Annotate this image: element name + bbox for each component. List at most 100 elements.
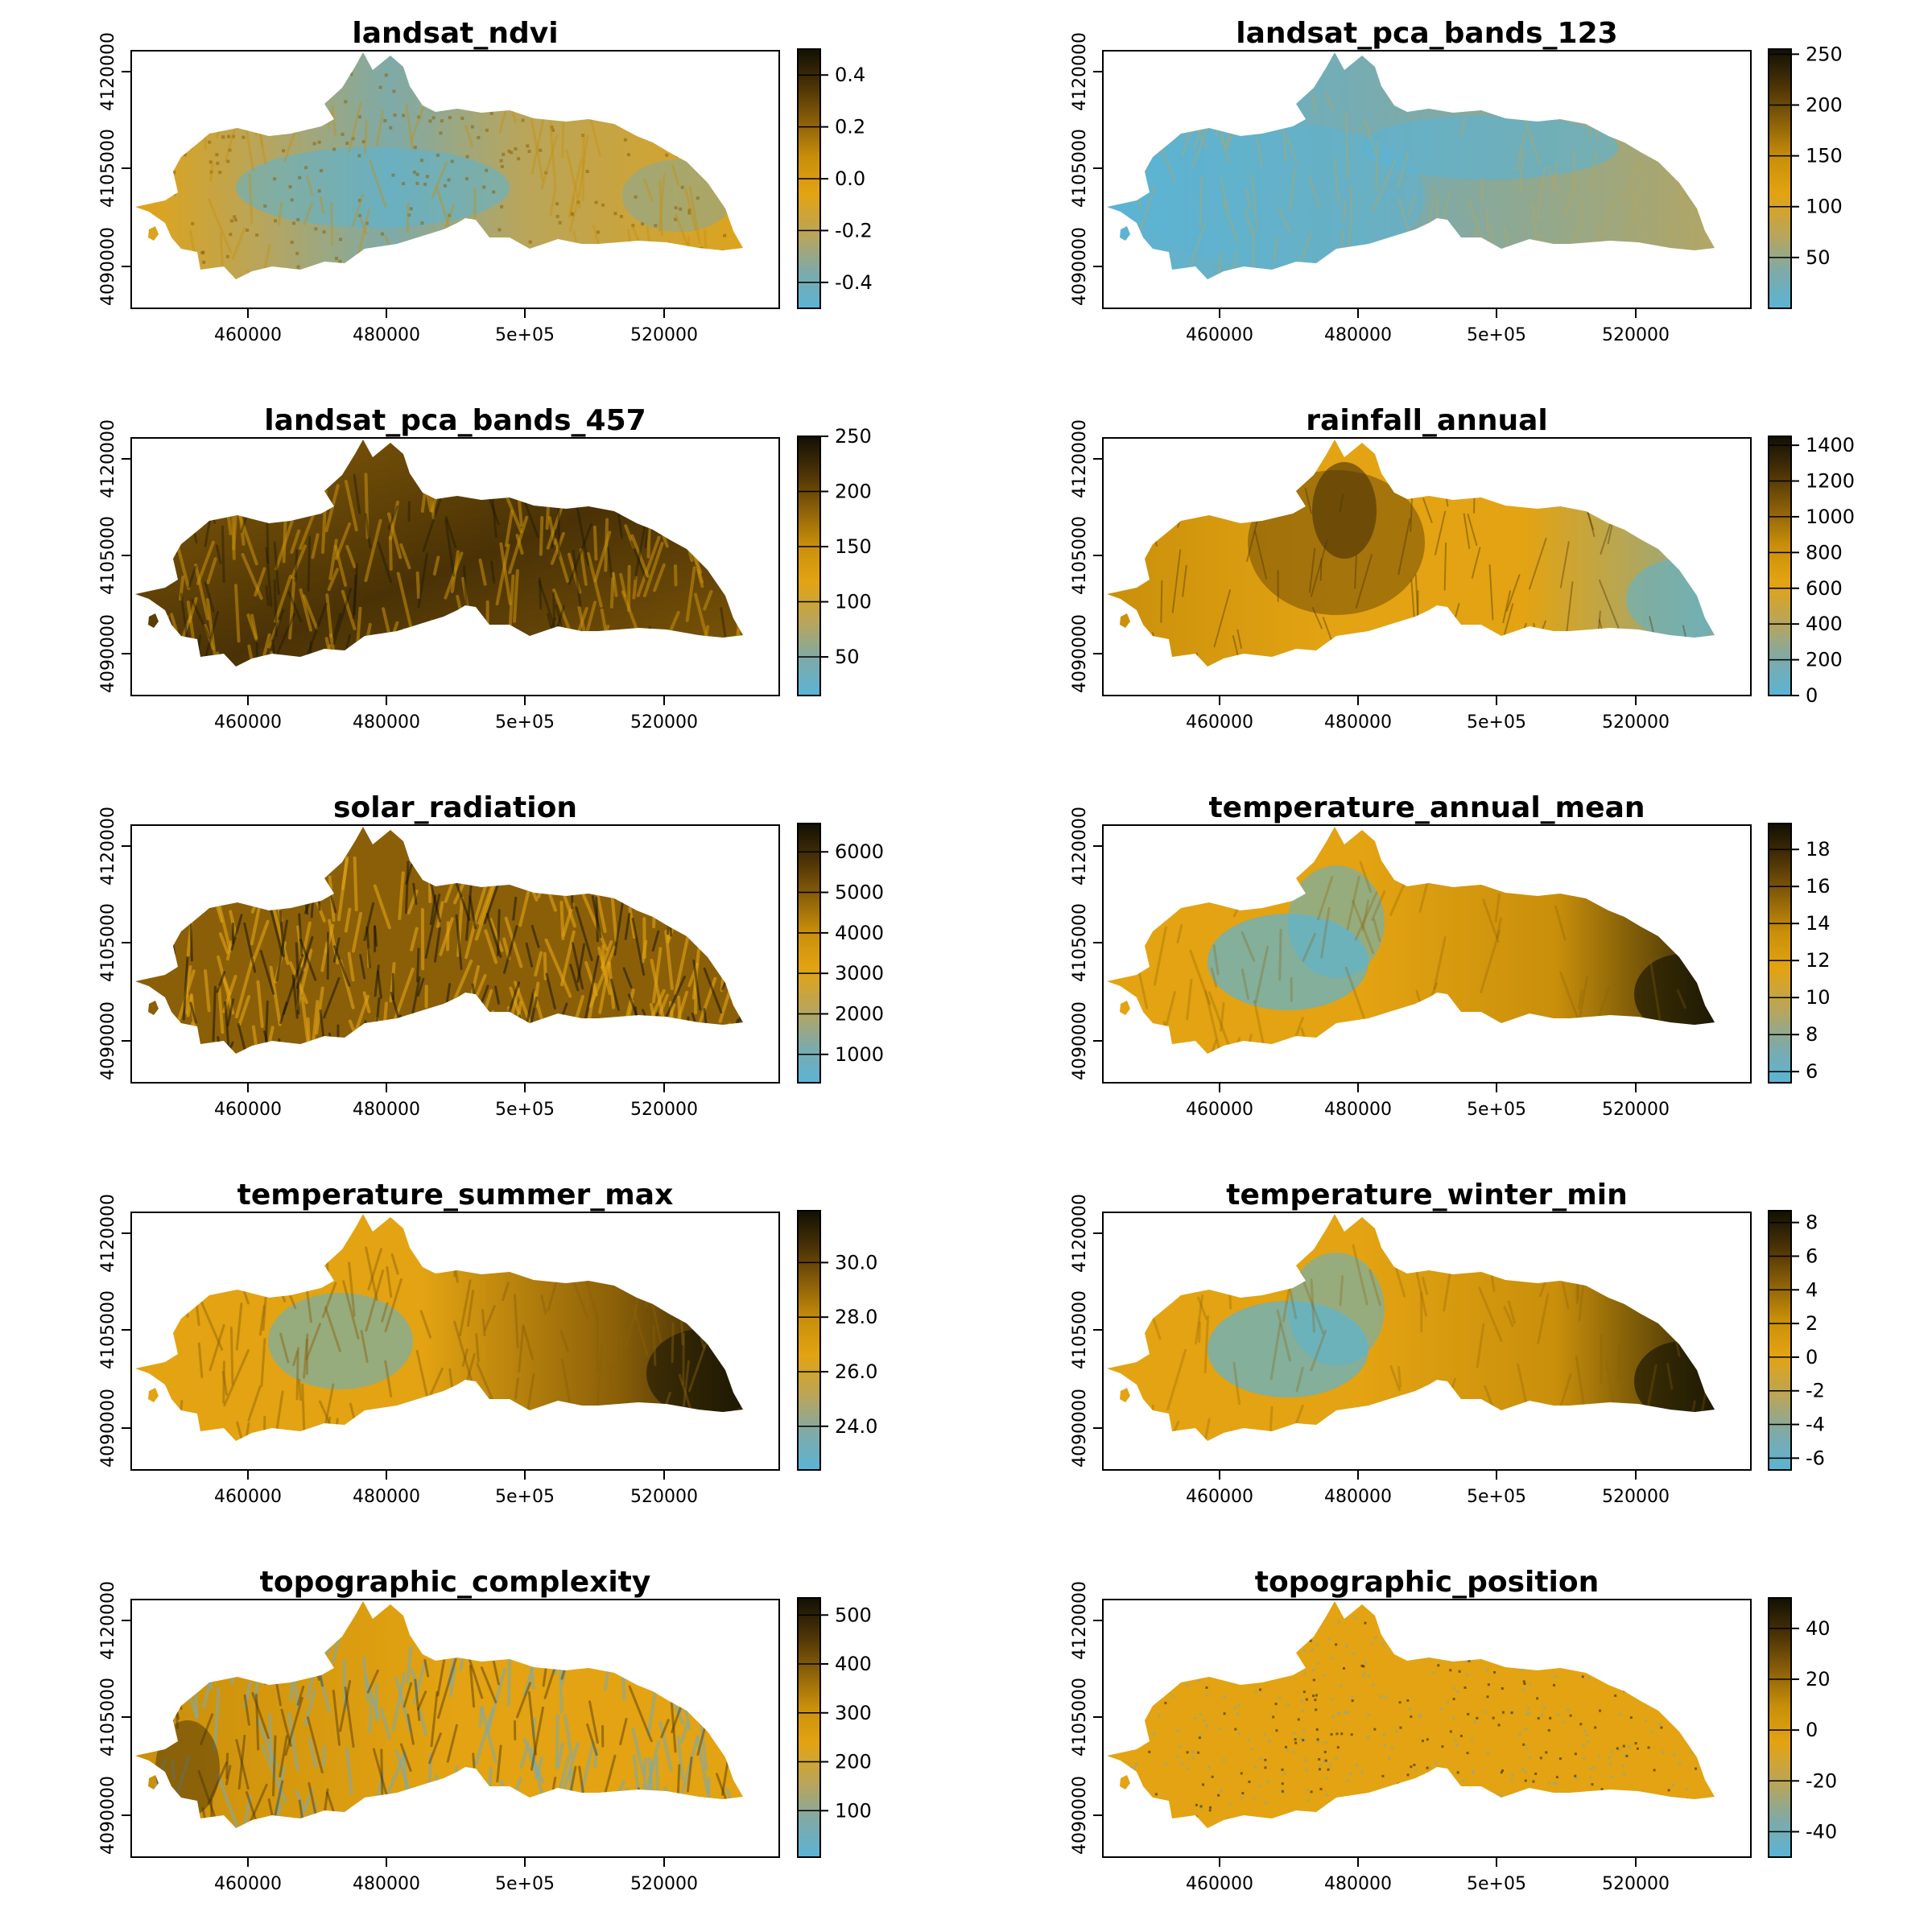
- x-tick-label: 520000: [630, 1100, 698, 1120]
- legend-tick-label: 0.4: [835, 64, 865, 86]
- legend-tick-label: 2: [1806, 1312, 1818, 1335]
- legend-tick-label: 1000: [1806, 506, 1855, 528]
- panel-title: temperature_summer_max: [237, 1179, 674, 1212]
- x-tick-label: 460000: [1186, 1874, 1253, 1894]
- x-tick-label: 5e+05: [1467, 712, 1526, 733]
- x-tick-label: 480000: [1324, 1487, 1392, 1507]
- legend-tick-label: 100: [1806, 196, 1843, 218]
- y-tick-label: 4120000: [98, 807, 118, 886]
- y-tick-label: 4105000: [98, 129, 118, 208]
- plot-frame: [1102, 1212, 1752, 1471]
- y-tick-label: 4105000: [98, 903, 118, 982]
- plot-frame: [130, 437, 780, 696]
- y-tick-label: 4120000: [98, 1194, 118, 1273]
- panel-landsat-pca-bands-123: landsat_pca_bands_123 460000 480000 5e+05 52…: [1070, 17, 1843, 345]
- colorbar-ramp: [1768, 1210, 1792, 1471]
- legend-colorbar: 30.0 28.0 26.0 24.0: [797, 1210, 877, 1471]
- legend-tick-label: 200: [835, 481, 872, 503]
- x-tick-label: 480000: [353, 1100, 420, 1120]
- x-tick-label: 460000: [214, 1874, 282, 1894]
- colorbar-ramp: [1768, 48, 1792, 309]
- raster-map: [135, 440, 743, 667]
- panel-title: landsat_pca_bands_457: [264, 404, 646, 437]
- legend-tick-label: 20: [1806, 1668, 1831, 1690]
- panel-title: topographic_position: [1255, 1566, 1600, 1599]
- raster-map: [1107, 827, 1715, 1054]
- y-tick-label: 4120000: [1070, 32, 1090, 111]
- x-tick-label: 460000: [214, 325, 282, 345]
- y-tick-label: 4120000: [1070, 1194, 1090, 1273]
- legend-tick-label: 0: [1806, 684, 1818, 707]
- legend-tick-label: 250: [835, 425, 872, 448]
- y-tick-label: 4120000: [1070, 419, 1090, 498]
- x-tick-label: 5e+05: [495, 325, 555, 345]
- legend-tick-label: 1000: [835, 1043, 884, 1066]
- y-tick-label: 4090000: [1070, 614, 1090, 693]
- legend-tick-label: 100: [835, 591, 872, 613]
- x-tick-label: 460000: [1186, 1100, 1253, 1120]
- raster-map: [1107, 440, 1715, 667]
- x-tick-label: 5e+05: [495, 1874, 555, 1894]
- x-tick-label: 5e+05: [1467, 325, 1526, 345]
- panel-topographic-complexity: topographic_complexity 460000 480000 5e+05 5…: [98, 1566, 872, 1894]
- legend-tick-label: 600: [1806, 577, 1843, 600]
- legend-tick-label: -40: [1806, 1820, 1837, 1843]
- raster-map: [135, 1601, 743, 1828]
- plot-frame: [130, 824, 780, 1084]
- legend-tick-label: 6: [1806, 1060, 1818, 1083]
- legend-tick-label: 800: [1806, 541, 1843, 564]
- x-tick-label: 460000: [214, 1100, 282, 1120]
- plot-frame: [1102, 50, 1752, 309]
- x-tick-label: 520000: [630, 712, 698, 733]
- x-tick-label: 480000: [353, 1487, 420, 1507]
- y-tick-label: 4120000: [1070, 807, 1090, 886]
- x-tick-label: 460000: [1186, 1487, 1253, 1507]
- legend-tick-label: 8: [1806, 1023, 1818, 1046]
- colorbar-ramp: [1768, 436, 1792, 696]
- legend-tick-label: 150: [835, 535, 872, 558]
- raster-map: [1107, 1601, 1715, 1828]
- legend-tick-label: 24.0: [835, 1415, 877, 1438]
- legend-tick-label: 6000: [835, 840, 884, 863]
- legend-tick-label: 500: [835, 1604, 872, 1626]
- plot-frame: [130, 50, 780, 309]
- legend-tick-label: 1200: [1806, 470, 1855, 493]
- x-tick-label: 460000: [214, 1487, 282, 1507]
- legend-colorbar: 8 6 4 2 0 -2 -4 -6: [1768, 1210, 1825, 1471]
- y-tick-label: 4120000: [1070, 1581, 1090, 1660]
- panel-title: landsat_pca_bands_123: [1236, 17, 1617, 50]
- legend-tick-label: 50: [1806, 246, 1831, 269]
- x-tick-label: 520000: [1602, 1487, 1670, 1507]
- x-tick-label: 460000: [214, 712, 282, 733]
- x-tick-label: 480000: [353, 325, 420, 345]
- raster-map: [135, 1214, 743, 1441]
- x-tick-label: 5e+05: [1467, 1100, 1526, 1120]
- x-tick-label: 480000: [1324, 712, 1392, 733]
- colorbar-ramp: [1768, 1597, 1792, 1858]
- y-tick-label: 4105000: [98, 1678, 118, 1757]
- x-tick-label: 520000: [1602, 325, 1670, 345]
- panel-rainfall-annual: rainfall_annual 460000 480000 5e+05 520000 40…: [1070, 404, 1855, 733]
- legend-tick-label: 30.0: [835, 1251, 877, 1274]
- y-tick-label: 4090000: [1070, 1389, 1090, 1468]
- plot-frame: [1102, 1599, 1752, 1858]
- legend-tick-label: 200: [835, 1751, 872, 1773]
- x-tick-label: 520000: [630, 1874, 698, 1894]
- panel-title: topographic_complexity: [260, 1566, 651, 1599]
- y-tick-label: 4090000: [1070, 1001, 1090, 1080]
- legend-tick-label: 250: [1806, 43, 1843, 65]
- y-tick-label: 4105000: [98, 516, 118, 595]
- legend-tick-label: 2000: [835, 1002, 884, 1025]
- legend-tick-label: 6: [1806, 1245, 1818, 1267]
- colorbar-ramp: [797, 1597, 821, 1858]
- panel-title: temperature_annual_mean: [1208, 791, 1645, 824]
- raster-map: [135, 827, 743, 1054]
- y-tick-label: 4090000: [98, 1776, 118, 1855]
- x-tick-label: 520000: [630, 1487, 698, 1507]
- legend-tick-label: 300: [835, 1702, 872, 1724]
- legend-colorbar: 6000 5000 4000 3000 2000 1000: [797, 823, 884, 1084]
- legend-tick-label: 5000: [835, 881, 884, 904]
- y-tick-label: 4120000: [98, 419, 118, 498]
- x-tick-label: 520000: [630, 325, 698, 345]
- panel-title: landsat_ndvi: [352, 17, 558, 50]
